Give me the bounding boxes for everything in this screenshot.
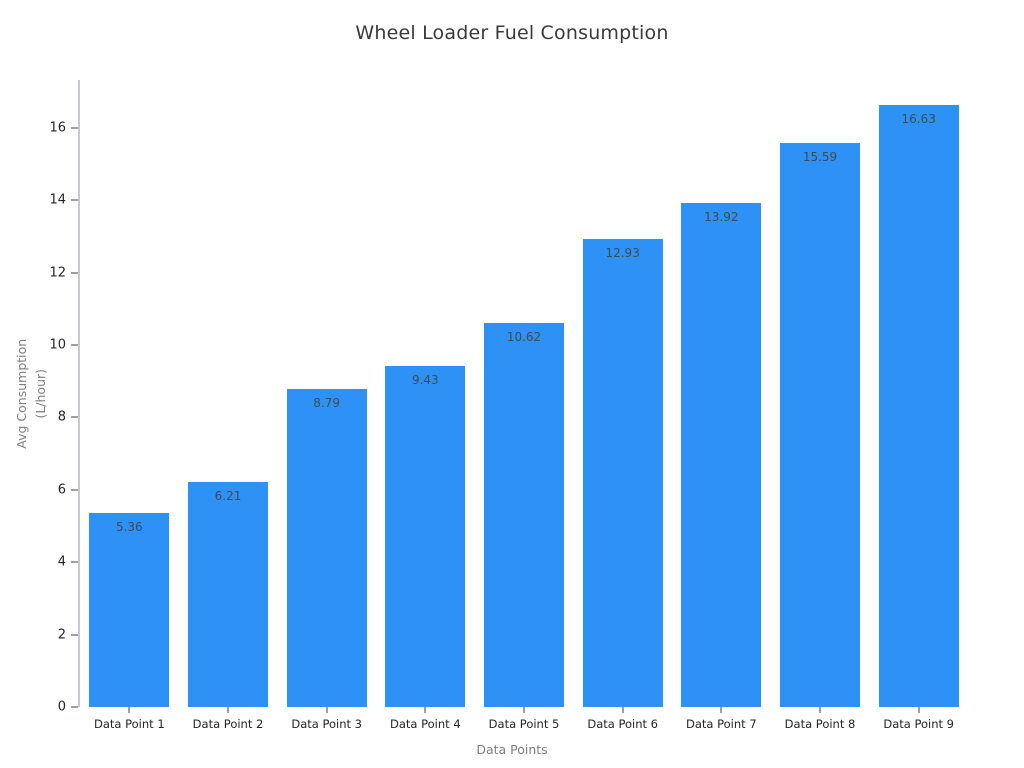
x-tick-mark: [128, 707, 131, 713]
x-tick-mark: [523, 707, 525, 713]
bar-value-label: 6.21: [214, 489, 242, 504]
chart-title: Wheel Loader Fuel Consumption: [355, 22, 669, 44]
y-axis-title-line1: Avg Consumption: [14, 338, 30, 449]
x-tick-label: Data Point 3: [291, 717, 362, 731]
y-tick-mark: [71, 416, 78, 419]
x-tick-mark: [917, 707, 920, 713]
y-tick-mark: [71, 343, 78, 346]
y-tick-label: 2: [57, 627, 66, 643]
bar-value-label: 8.79: [313, 395, 341, 410]
x-tick-label: Data Point 6: [587, 717, 658, 731]
y-tick-label: 6: [57, 482, 66, 498]
bar: 8.79: [286, 388, 367, 707]
x-tick-label: Data Point 2: [192, 717, 264, 731]
y-tick-mark: [71, 271, 78, 274]
x-tick-mark: [720, 707, 723, 713]
y-tick-mark: [71, 633, 78, 636]
bar: 12.93: [582, 238, 663, 707]
x-tick-mark: [621, 707, 624, 713]
bar: 13.92: [681, 203, 762, 707]
bar-value-label: 15.59: [802, 149, 838, 164]
bar-value-label: 9.43: [411, 372, 439, 387]
x-tick-label: Data Point 4: [390, 717, 461, 731]
bar-value-label: 13.92: [704, 210, 739, 225]
x-tick-mark: [227, 707, 229, 713]
y-axis-title-line2: (L/hour): [33, 368, 49, 419]
bar: 10.62: [484, 322, 564, 707]
bar: 9.43: [385, 365, 466, 707]
y-tick-label: 12: [49, 265, 66, 281]
plot-area: 0 2 4 6 8 10 12 14 16 5.36 Data Point 1 6.21 Data Po…: [49, 80, 968, 731]
y-tick-label: 16: [49, 120, 66, 136]
x-tick-mark: [424, 707, 427, 713]
bar: 5.36: [89, 512, 170, 707]
bar: 16.63: [878, 104, 959, 707]
y-tick-label: 0: [57, 699, 66, 715]
y-tick-label: 10: [49, 337, 66, 353]
y-tick-mark: [71, 488, 78, 491]
bar-value-label: 5.36: [115, 519, 143, 534]
x-tick-label: Data Point 8: [784, 717, 856, 731]
bar-value-label: 16.63: [901, 111, 936, 126]
y-tick-label: 14: [49, 192, 66, 208]
y-axis-title: Avg Consumption (L/hour): [6, 80, 58, 707]
y-tick-label: 4: [57, 554, 66, 570]
y-tick-mark: [71, 199, 78, 202]
x-tick-mark: [325, 707, 328, 713]
x-tick-label: Data Point 1: [94, 717, 165, 731]
bar: 15.59: [780, 142, 860, 707]
bar-value-label: 12.93: [605, 245, 640, 260]
bar: 6.21: [188, 482, 268, 707]
x-axis-title: Data Points: [476, 742, 548, 757]
y-tick-mark: [71, 561, 78, 564]
y-tick-mark: [71, 126, 78, 129]
y-tick-label: 8: [57, 409, 66, 425]
x-tick-mark: [819, 707, 821, 713]
x-tick-label: Data Point 7: [686, 717, 757, 731]
y-tick-mark: [71, 706, 78, 708]
x-tick-label: Data Point 9: [883, 717, 954, 731]
x-tick-label: Data Point 5: [488, 717, 560, 731]
bar-value-label: 10.62: [506, 329, 542, 344]
